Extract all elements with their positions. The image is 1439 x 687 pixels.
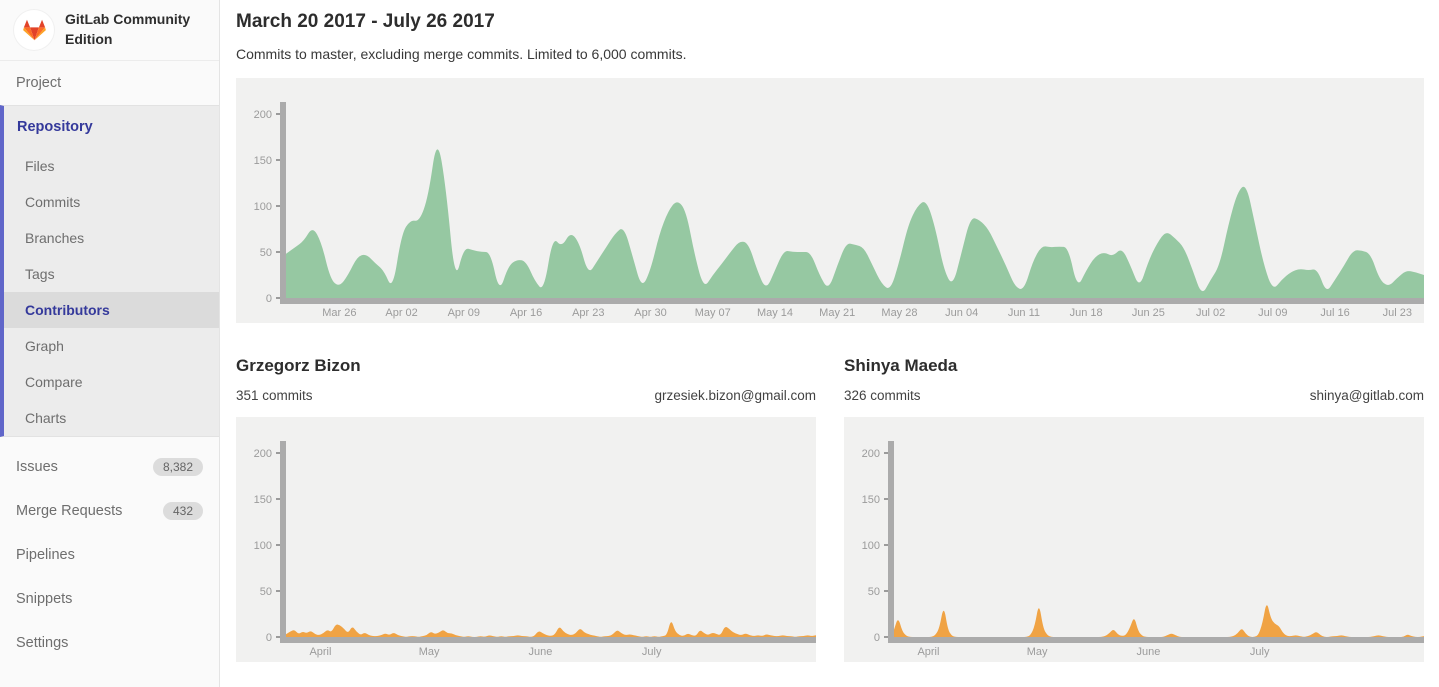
svg-text:Jun 11: Jun 11 [1008, 307, 1040, 319]
sidebar-nav: Project Repository Files Commits Branche… [0, 61, 219, 665]
svg-text:50: 50 [868, 586, 880, 598]
svg-text:May: May [1027, 646, 1048, 658]
svg-text:June: June [1136, 646, 1160, 658]
merge-requests-count-badge: 432 [162, 502, 203, 520]
contributor-name: Grzegorz Bizon [236, 356, 361, 375]
master-commits-area-chart: 0 50 100 150 200 Mar 26 Apr 02 Apr 09 Apr 16 Apr … [254, 102, 1424, 319]
merge-requests-label: Merge Requests [16, 503, 123, 519]
sidebar: GitLab Community Edition Project Reposit… [0, 0, 220, 687]
svg-text:April: April [917, 646, 939, 658]
svg-text:Jun 18: Jun 18 [1070, 307, 1103, 319]
svg-text:150: 150 [862, 494, 880, 506]
contributor-chart: 0 50 100 150 200 April May June July [236, 417, 816, 662]
svg-text:Apr 02: Apr 02 [385, 307, 417, 319]
page-title: March 20 2017 - July 26 2017 [236, 11, 495, 32]
project-title: GitLab Community Edition [65, 11, 191, 47]
svg-text:Jul 16: Jul 16 [1320, 307, 1349, 319]
svg-text:0: 0 [266, 632, 272, 644]
svg-text:Jul 09: Jul 09 [1258, 307, 1287, 319]
sidebar-item-charts[interactable]: Charts [25, 410, 67, 426]
issues-count-badge: 8,382 [152, 458, 203, 476]
svg-text:100: 100 [254, 201, 272, 213]
svg-text:50: 50 [260, 247, 272, 259]
sidebar-item-graph[interactable]: Graph [25, 338, 64, 354]
contributor-chart: 0 50 100 150 200 April May June July [844, 417, 1424, 662]
sidebar-item-tags[interactable]: Tags [25, 266, 55, 282]
sidebar-item-commits[interactable]: Commits [25, 194, 81, 210]
gitlab-tanuki-icon [14, 10, 54, 50]
contributor-email-link[interactable]: shinya@gitlab.com [1309, 388, 1424, 403]
svg-text:May: May [419, 646, 440, 658]
contributor-meta: 351 commits grzesiek.bizon@gmail.com [236, 388, 816, 403]
contributor-card: Grzegorz Bizon 351 commits grzesiek.bizo… [236, 356, 816, 662]
svg-text:0: 0 [874, 632, 880, 644]
svg-text:Apr 30: Apr 30 [634, 307, 666, 319]
contributor-area-chart: 0 50 100 150 200 April May June July [862, 441, 1424, 658]
svg-text:Jun 04: Jun 04 [945, 307, 978, 319]
svg-text:June: June [528, 646, 552, 658]
repository-section: Repository Files Commits Branches Tags C… [0, 105, 219, 437]
contributor-email-link[interactable]: grzesiek.bizon@gmail.com [654, 388, 816, 403]
svg-text:200: 200 [254, 448, 272, 460]
svg-text:100: 100 [254, 540, 272, 552]
sidebar-bottom-nav: Issues 8,382 Merge Requests 432 Pipeline… [0, 437, 219, 665]
issues-label: Issues [16, 459, 58, 475]
svg-text:Jul 23: Jul 23 [1383, 307, 1412, 319]
sidebar-item-merge-requests[interactable]: Merge Requests 432 [0, 489, 219, 533]
page-subtitle: Commits to master, excluding merge commi… [236, 46, 687, 62]
sidebar-item-repository[interactable]: Repository [17, 119, 93, 135]
svg-text:Apr 09: Apr 09 [448, 307, 480, 319]
svg-text:150: 150 [254, 494, 272, 506]
project-home-link[interactable]: GitLab Community Edition [0, 0, 219, 61]
contributor-name: Shinya Maeda [844, 356, 958, 375]
svg-text:Jun 25: Jun 25 [1132, 307, 1165, 319]
sidebar-item-pipelines[interactable]: Pipelines [16, 547, 75, 563]
contributor-card: Shinya Maeda 326 commits shinya@gitlab.c… [844, 356, 1424, 662]
svg-text:Jul 02: Jul 02 [1196, 307, 1225, 319]
svg-text:0: 0 [266, 293, 272, 305]
contributors-row: Grzegorz Bizon 351 commits grzesiek.bizo… [236, 356, 1424, 662]
svg-text:May 21: May 21 [819, 307, 855, 319]
svg-text:July: July [642, 646, 662, 658]
svg-text:Mar 26: Mar 26 [322, 307, 356, 319]
contributors-content: March 20 2017 - July 26 2017 Commits to … [220, 0, 1439, 687]
sidebar-item-compare[interactable]: Compare [25, 374, 83, 390]
contributor-area-chart: 0 50 100 150 200 April May June July [254, 441, 816, 658]
sidebar-item-issues[interactable]: Issues 8,382 [0, 445, 219, 489]
contributor-meta: 326 commits shinya@gitlab.com [844, 388, 1424, 403]
svg-text:200: 200 [254, 109, 272, 121]
svg-text:May 14: May 14 [757, 307, 793, 319]
contributor-commit-count: 326 commits [844, 388, 921, 403]
svg-text:July: July [1250, 646, 1270, 658]
sidebar-item-contributors[interactable]: Contributors [4, 292, 219, 328]
sidebar-item-project[interactable]: Project [16, 75, 62, 91]
sidebar-item-branches[interactable]: Branches [25, 230, 85, 246]
svg-text:150: 150 [254, 155, 272, 167]
svg-text:Apr 16: Apr 16 [510, 307, 542, 319]
svg-text:200: 200 [862, 448, 880, 460]
svg-text:100: 100 [862, 540, 880, 552]
sidebar-item-files[interactable]: Files [25, 158, 55, 174]
svg-text:Apr 23: Apr 23 [572, 307, 604, 319]
svg-text:May 28: May 28 [881, 307, 917, 319]
master-commits-chart: 0 50 100 150 200 Mar 26 Apr 02 Apr 09 Apr 16 Apr … [236, 78, 1424, 323]
svg-text:April: April [309, 646, 331, 658]
svg-text:May 07: May 07 [695, 307, 731, 319]
sidebar-item-settings[interactable]: Settings [16, 635, 69, 651]
sidebar-item-snippets[interactable]: Snippets [16, 591, 73, 607]
svg-text:50: 50 [260, 586, 272, 598]
contributor-commit-count: 351 commits [236, 388, 313, 403]
